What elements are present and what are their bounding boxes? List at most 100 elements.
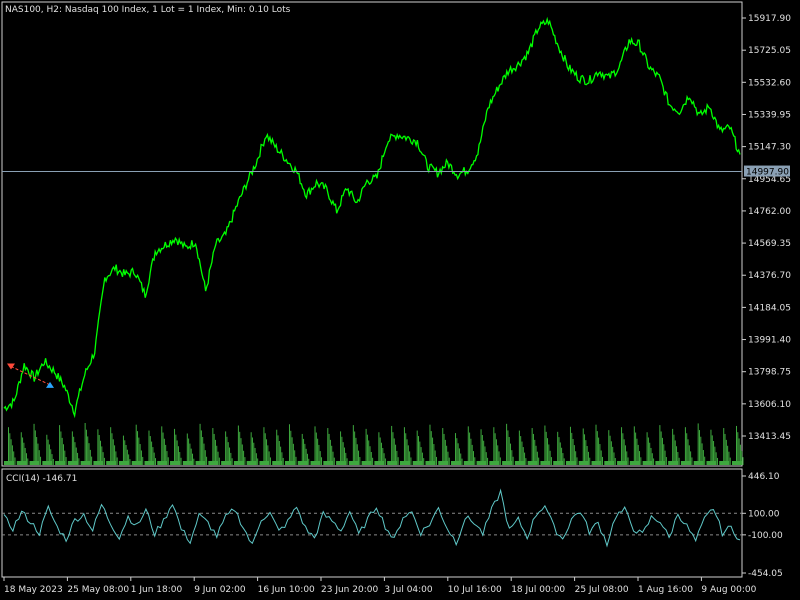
volume-bar (142, 456, 144, 465)
volume-bar (97, 429, 99, 465)
volume-bar (562, 453, 564, 465)
volume-bar (259, 461, 270, 465)
volume-bar (455, 433, 457, 465)
volume-bar (276, 429, 278, 465)
volume-bar (558, 437, 560, 465)
volume-bar (233, 461, 244, 465)
time-tick-label: 25 Jul 08:00 (575, 585, 629, 595)
volume-bar (282, 457, 284, 465)
volume-bar (254, 447, 256, 465)
volume-bar (713, 441, 715, 465)
volume-bar (237, 425, 239, 465)
volume-bar (525, 458, 527, 465)
volume-bar (423, 458, 425, 465)
volume-bar (483, 440, 485, 465)
volume-bar (319, 451, 321, 465)
volume-bar (365, 428, 367, 465)
cci-pane-frame (1, 468, 743, 578)
volume-bar (673, 434, 675, 465)
volume-bar (476, 461, 487, 465)
volume-bar (60, 431, 62, 465)
price-tick-label: 14954.65 (748, 175, 791, 185)
volume-bar (177, 446, 179, 465)
volume-bar (608, 430, 610, 465)
volume-bar (678, 457, 680, 465)
cci-y-axis: 446.10 100.00 -100.00 -454.05 (742, 472, 783, 579)
volume-bar (208, 461, 219, 465)
volume-bar (176, 440, 178, 465)
volume-bar (9, 433, 11, 465)
volume-bar (84, 423, 86, 465)
trade-markers[interactable] (7, 363, 54, 388)
volume-bar (458, 448, 460, 465)
volume-bar (661, 437, 663, 465)
volume-bar (723, 428, 725, 465)
volume-bar (77, 452, 79, 465)
volume-bar (356, 444, 358, 465)
volume-bar (704, 456, 706, 465)
volume-bar (612, 446, 614, 465)
price-tick-label: 15917.90 (748, 14, 791, 24)
volume-bar (230, 452, 232, 465)
volume-bar (59, 425, 61, 465)
volume-bar (397, 457, 399, 465)
volume-bar (139, 444, 141, 465)
cci-tick-label: -454.05 (748, 569, 783, 579)
volume-bar (75, 447, 77, 465)
volume-bar (14, 457, 16, 465)
volume-bar (112, 439, 114, 465)
sell-arrow-icon[interactable] (7, 363, 15, 370)
volume-bar (345, 452, 347, 465)
volume-bar (118, 461, 129, 465)
volume-bar (34, 430, 36, 465)
volume-bar (332, 451, 334, 465)
volume-bar (52, 458, 54, 465)
cci-tick-label: -100.00 (748, 531, 783, 541)
volume-bar (342, 442, 344, 465)
volume-bar (470, 438, 472, 465)
volume-bar (391, 425, 393, 465)
volume-bar (266, 439, 268, 465)
volume-bar (420, 447, 422, 465)
volume-bar (27, 458, 29, 465)
volume-bar (80, 461, 91, 465)
symbol-info-label: NAS100, H2: Nasdaq 100 Index, 1 Lot = 1 … (5, 5, 291, 15)
price-tick-label: 14184.05 (748, 303, 791, 313)
volume-bar (111, 433, 113, 465)
price-y-axis: 15917.90 15725.05 15532.60 15339.95 15147.30… (742, 14, 791, 442)
volume-bar (621, 427, 623, 465)
volume-bar (674, 440, 676, 465)
volume-bar (331, 445, 333, 465)
buy-arrow-icon[interactable] (46, 381, 54, 388)
volume-bar (227, 442, 229, 465)
volume-bar (50, 449, 52, 465)
volume-bar (74, 442, 76, 465)
volume-bar (489, 461, 500, 465)
volume-bar (484, 446, 486, 465)
volume-bar (507, 430, 509, 465)
volume-bar (383, 453, 385, 465)
volume-bar (544, 425, 546, 465)
volume-bar (180, 457, 182, 465)
volume-bar (368, 440, 370, 465)
volume-bar (527, 461, 538, 465)
volume-bar (585, 440, 587, 465)
volume-bar (333, 457, 335, 465)
volume-bar (690, 451, 692, 465)
volume-bar (598, 437, 600, 465)
volume-bar (395, 444, 397, 465)
volume-bar (354, 431, 356, 465)
volume-bar (584, 434, 586, 465)
current-price-box (744, 165, 790, 177)
volume-bar (166, 451, 168, 465)
volume-bar (691, 457, 693, 465)
volume-bar (295, 456, 297, 465)
volume-bar (553, 461, 564, 465)
volume-bar (264, 433, 266, 465)
volume-bar (508, 437, 510, 465)
time-tick-label: 10 Jul 16:00 (448, 585, 502, 595)
volume-bar (321, 457, 323, 465)
volume-bar (225, 431, 227, 465)
